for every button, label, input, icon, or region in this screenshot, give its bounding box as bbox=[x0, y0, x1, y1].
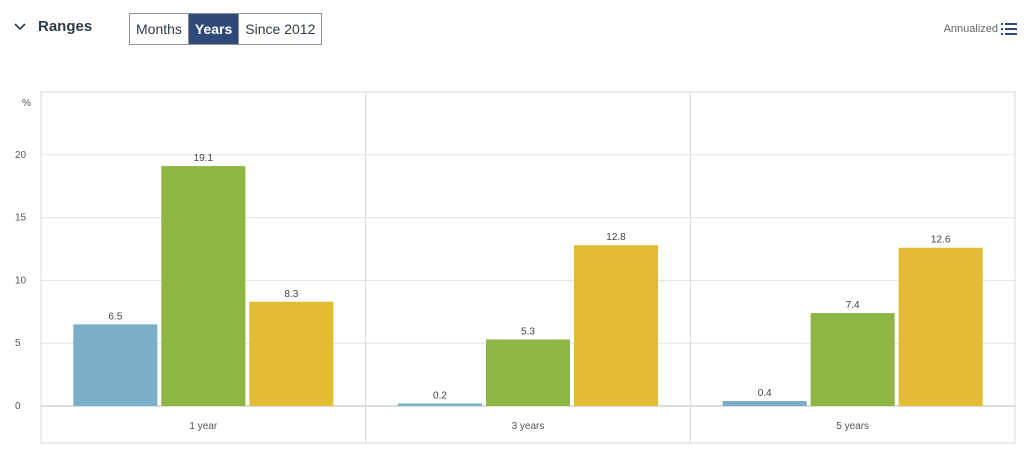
tab-years[interactable]: Years bbox=[187, 14, 239, 44]
list-icon bbox=[1001, 23, 1017, 35]
x-tick-label: 1 year bbox=[189, 421, 217, 432]
y-tick-label: 15 bbox=[15, 213, 27, 224]
y-tick-label: 10 bbox=[15, 275, 27, 286]
data-label: 12.8 bbox=[606, 232, 626, 243]
plot-frame bbox=[40, 91, 1016, 444]
annualized-label: Annualized bbox=[943, 23, 998, 35]
data-label: 7.4 bbox=[846, 300, 860, 311]
data-label: 8.3 bbox=[284, 289, 298, 300]
bar bbox=[73, 324, 158, 406]
header: Ranges Months Years Since 2012 Annualize… bbox=[0, 0, 1024, 60]
returns-chart: 0 5 10 15 20% 6.5 19.1 8.3 1 year 0.2 5.3 12.8 3 yea… bbox=[15, 91, 1016, 444]
range-tabs: Months Years Since 2012 bbox=[129, 13, 323, 45]
y-axis-label: % bbox=[22, 98, 31, 109]
bar bbox=[898, 247, 983, 406]
data-label: 6.5 bbox=[108, 311, 122, 322]
y-tick-label: 5 bbox=[15, 338, 21, 349]
bar bbox=[161, 166, 246, 406]
y-tick-label: 20 bbox=[15, 150, 27, 161]
data-label: 12.6 bbox=[931, 235, 951, 246]
bar bbox=[574, 245, 658, 406]
data-label: 5.3 bbox=[521, 326, 535, 337]
bar bbox=[722, 400, 807, 406]
bar bbox=[810, 313, 895, 406]
bar bbox=[398, 403, 482, 406]
tab-since-2012[interactable]: Since 2012 bbox=[238, 14, 322, 44]
bar bbox=[486, 339, 570, 406]
chevron-down-icon bbox=[14, 22, 26, 30]
ranges-title: Ranges bbox=[38, 18, 93, 35]
ranges-toggle[interactable]: Ranges bbox=[12, 18, 92, 35]
data-label: 0.4 bbox=[758, 388, 772, 399]
bar bbox=[249, 301, 334, 406]
x-tick-label: 5 years bbox=[836, 421, 869, 432]
tab-months[interactable]: Months bbox=[130, 14, 188, 44]
y-tick-label: 0 bbox=[15, 401, 21, 412]
annualized-toggle[interactable]: Annualized bbox=[944, 22, 1017, 36]
data-label: 19.1 bbox=[194, 153, 214, 164]
data-label: 0.2 bbox=[433, 390, 447, 401]
x-tick-label: 3 years bbox=[512, 421, 545, 432]
